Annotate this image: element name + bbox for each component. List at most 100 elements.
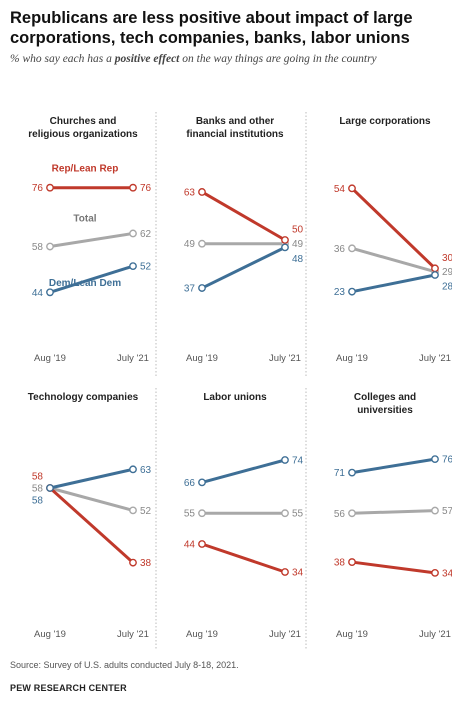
data-label: 62: [140, 229, 152, 240]
data-point-total: [129, 229, 137, 238]
x-axis-label: Aug '19: [336, 629, 368, 640]
series-line-total: [351, 246, 436, 274]
data-label: 58: [32, 242, 44, 253]
data-label: 50: [292, 225, 304, 236]
series-line-rep: [351, 560, 436, 575]
data-label: 48: [292, 254, 304, 265]
x-axis-label: July '21: [117, 629, 149, 640]
data-label: 36: [334, 244, 346, 255]
x-axis-label: Aug '19: [186, 353, 218, 364]
data-label: 56: [334, 509, 346, 520]
x-axis-label: July '21: [419, 629, 451, 640]
data-label: 37: [184, 284, 196, 295]
data-label: 66: [184, 478, 196, 489]
panel-title: Banks and other: [196, 116, 274, 127]
data-point-rep: [431, 264, 439, 273]
series-line-rep: [48, 486, 135, 564]
series-line-total: [351, 509, 436, 515]
series-line-total: [49, 231, 134, 249]
data-label: 23: [334, 287, 346, 298]
data-label: 44: [32, 288, 44, 299]
x-axis-label: Aug '19: [186, 629, 218, 640]
data-point-dem: [129, 262, 137, 271]
x-axis-label: Aug '19: [34, 629, 66, 640]
series-line-rep: [201, 190, 286, 242]
data-label: 55: [184, 509, 196, 520]
legend-dem: Dem/Lean Dem: [49, 278, 121, 289]
data-point-rep: [431, 569, 439, 577]
data-point-rep: [46, 183, 54, 192]
data-point-dem: [46, 288, 54, 297]
panel-title: Churches and: [50, 116, 117, 127]
data-point-dem: [348, 468, 356, 477]
data-point-dem: [348, 287, 356, 296]
data-label: 58: [32, 496, 44, 507]
pew-logo-text: PEW RESEARCH CENTER: [10, 683, 127, 693]
data-point-rep: [348, 184, 356, 193]
data-label: 63: [140, 465, 152, 476]
data-point-rep: [348, 558, 356, 566]
series-line-dem: [201, 246, 286, 290]
data-point-dem: [281, 456, 289, 464]
x-axis-label: July '21: [117, 353, 149, 364]
data-label: 54: [334, 184, 346, 195]
data-point-rep: [198, 188, 206, 196]
series-line-dem: [351, 273, 436, 294]
data-point-rep: [129, 558, 137, 567]
data-point-rep: [281, 236, 289, 244]
legend-rep: Rep/Lean Rep: [52, 164, 119, 175]
data-point-rep: [198, 540, 206, 548]
data-label: 63: [184, 187, 196, 198]
data-point-dem: [431, 455, 439, 463]
data-label: 71: [334, 468, 346, 479]
data-label: 38: [334, 558, 346, 569]
data-point-dem: [198, 478, 206, 487]
series-line-dem: [49, 264, 134, 294]
source-note: Source: Survey of U.S. adults conducted …: [10, 660, 239, 670]
data-point-dem: [198, 284, 206, 292]
data-label: 28: [442, 282, 452, 293]
data-label: 29: [442, 267, 452, 278]
data-label: 58: [32, 472, 44, 483]
data-point-total: [348, 509, 356, 518]
data-point-dem: [46, 484, 54, 492]
data-point-total: [198, 509, 206, 518]
series-line-dem: [49, 467, 134, 490]
data-point-total: [129, 506, 137, 515]
data-label: 57: [442, 506, 452, 517]
data-point-dem: [129, 465, 137, 474]
data-label: 76: [32, 183, 44, 194]
panel-title: Technology companies: [28, 392, 139, 403]
x-axis-label: Aug '19: [336, 353, 368, 364]
panel-title: Labor unions: [203, 392, 267, 403]
series-line-rep: [350, 187, 437, 270]
panel-title: Large corporations: [339, 116, 431, 127]
x-axis-label: July '21: [269, 629, 301, 640]
data-point-dem: [431, 271, 439, 279]
data-label: 38: [140, 558, 152, 569]
panel-title: Colleges and: [354, 392, 416, 403]
data-label: 34: [442, 568, 452, 579]
panel-title: universities: [357, 405, 413, 416]
data-label: 49: [184, 239, 196, 250]
series-line-dem: [351, 457, 436, 475]
data-label: 76: [442, 455, 452, 466]
chart-subtitle: % who say each has a positive effect on …: [10, 52, 442, 67]
series-line-dem: [201, 458, 286, 484]
series-line-rep: [201, 542, 286, 574]
data-label: 74: [292, 456, 304, 467]
data-label: 34: [292, 568, 304, 579]
subtitle-emphasis: positive effect: [114, 53, 180, 65]
data-label: 30: [442, 253, 452, 264]
data-point-total: [281, 509, 289, 518]
legend-total: Total: [73, 213, 96, 224]
data-point-rep: [281, 568, 289, 576]
data-label: 52: [140, 506, 152, 517]
data-point-dem: [281, 243, 289, 252]
data-point-total: [46, 242, 54, 251]
data-label: 76: [140, 183, 152, 194]
data-label: 55: [292, 509, 304, 520]
subtitle-text-before: % who say each has a: [10, 53, 115, 65]
x-axis-label: July '21: [269, 353, 301, 364]
